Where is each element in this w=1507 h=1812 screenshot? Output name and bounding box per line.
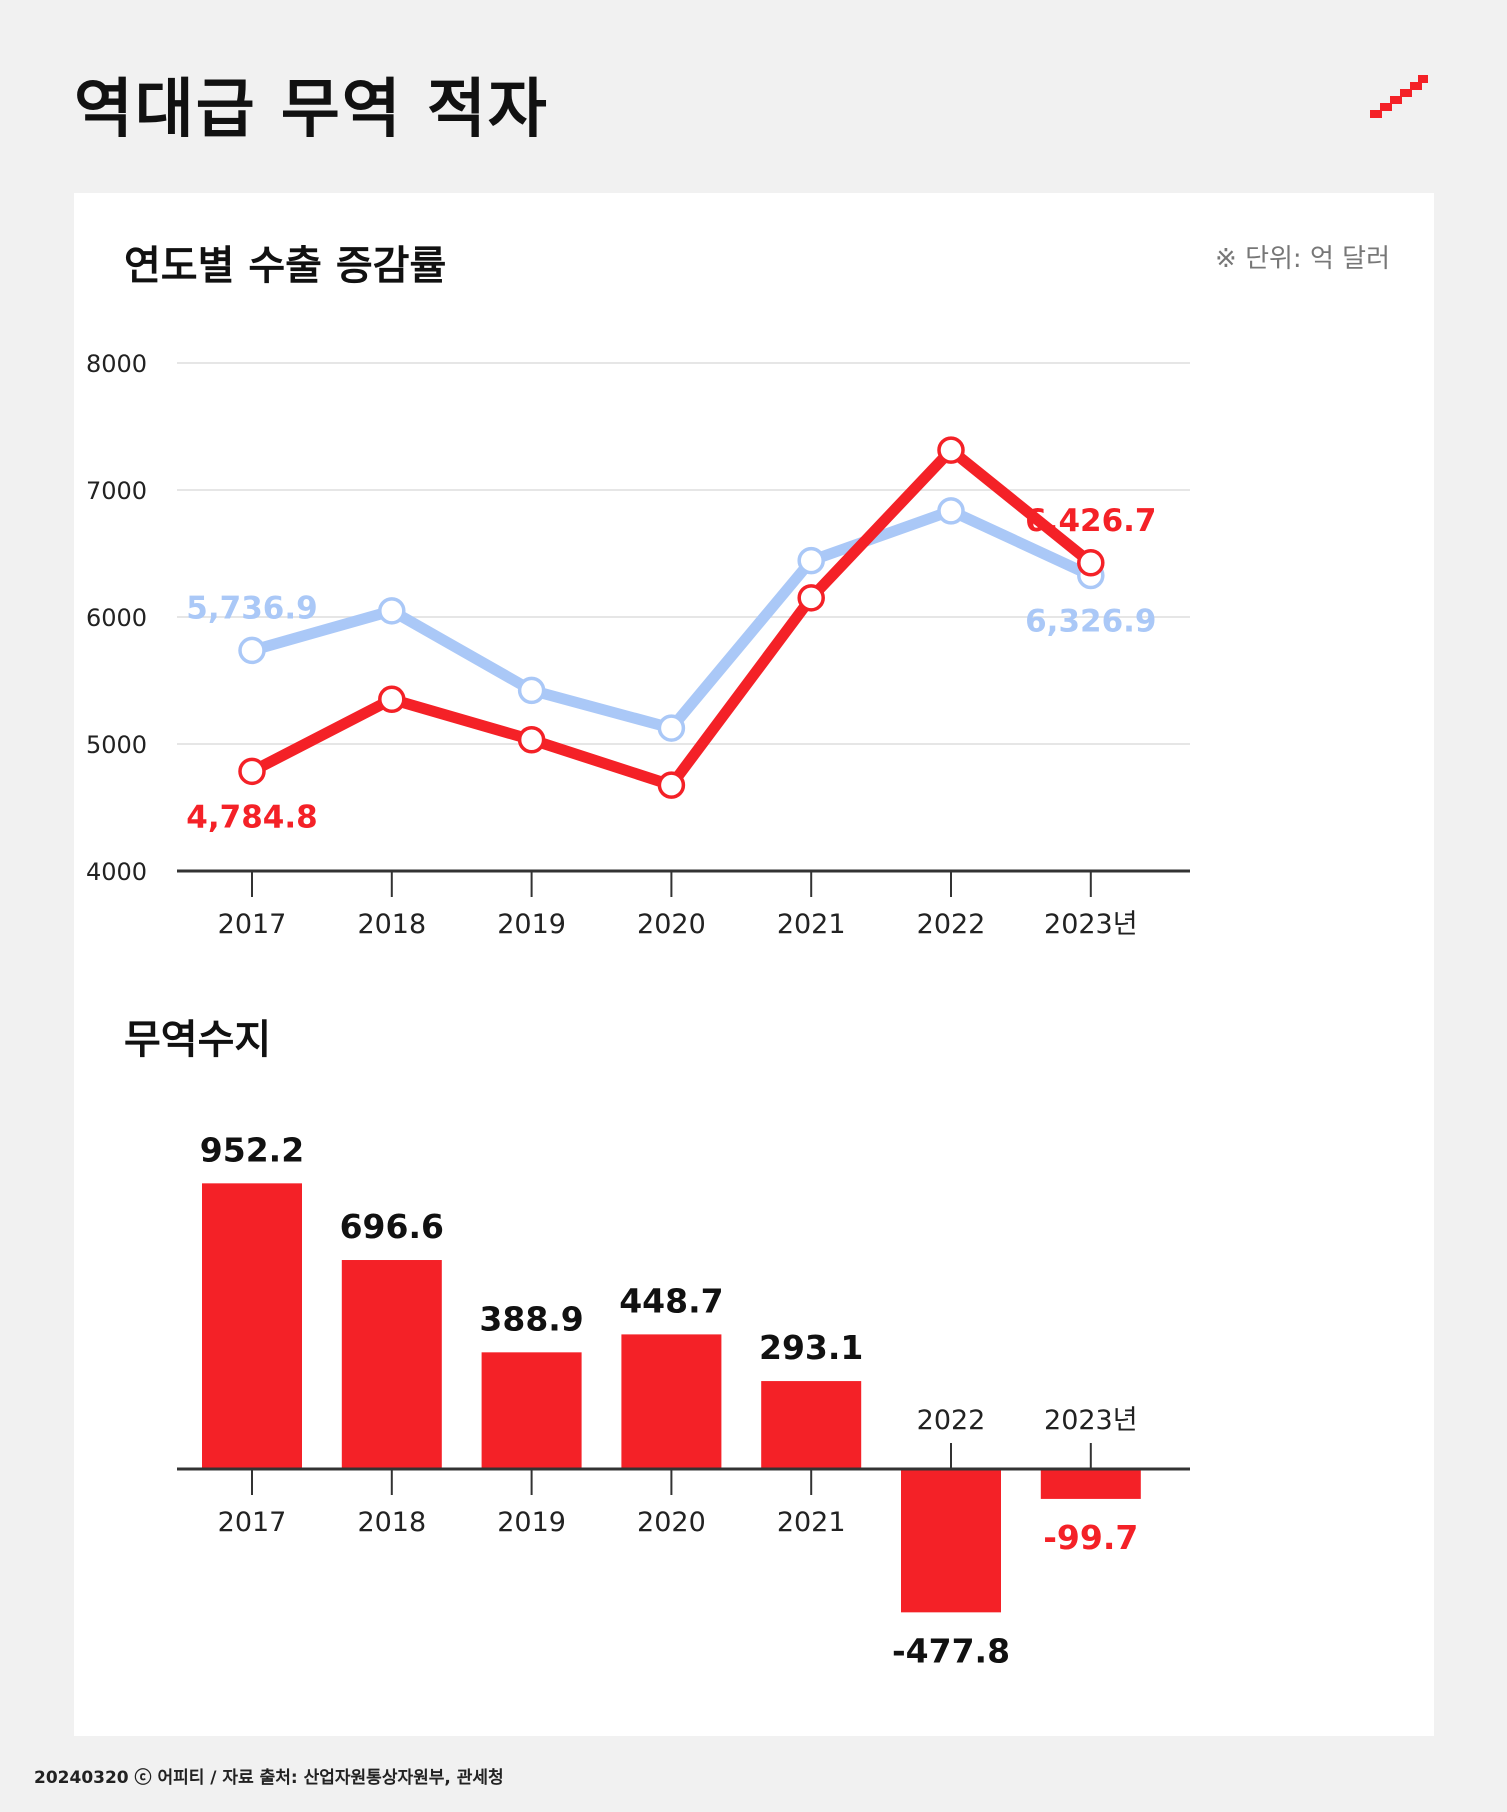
- export-point: [238, 636, 266, 665]
- bar: [341, 1260, 442, 1469]
- y-tick-label: 7000: [86, 477, 147, 505]
- unit-note: ※ 단위: 억 달러: [1215, 244, 1390, 274]
- y-tick-label: 6000: [86, 604, 147, 632]
- x-tick-label: 2017: [218, 909, 287, 940]
- bar-category-label: 2019: [497, 1507, 566, 1538]
- x-tick-label: 2021: [777, 909, 846, 940]
- export-point: [517, 676, 546, 705]
- bar-value-label: -477.8: [892, 1631, 1010, 1670]
- import-point: [937, 436, 965, 464]
- bar-category-label: 2017: [218, 1507, 287, 1538]
- x-tick-label: 2023년: [1044, 909, 1138, 940]
- charts-svg: 연도별 수출 증감률 ※ 단위: 억 달러 4000 5000 6000 7000 80…: [86, 243, 1390, 1670]
- bar-chart: 2017 2018 2019 2020 2021 2022 2023년 952.2 696.6 3…: [177, 1130, 1190, 1670]
- import-point: [238, 757, 266, 786]
- bar: [481, 1352, 582, 1469]
- bar-value-label: 696.6: [340, 1207, 444, 1246]
- x-tick-label: 2022: [917, 909, 986, 940]
- bar-chart-title: 무역수지: [124, 1017, 271, 1063]
- x-tick-label: 2020: [637, 909, 706, 940]
- export-point: [797, 546, 825, 575]
- export-point: [657, 714, 686, 742]
- bar-value-label: 448.7: [619, 1281, 723, 1320]
- export-point: [937, 497, 965, 525]
- import-value-label: 6,426.7: [1025, 503, 1156, 539]
- bar-category-label: 2022: [917, 1405, 986, 1436]
- page-title: 역대급 무역 적자: [74, 73, 549, 147]
- brand-logo-icon: [1370, 75, 1428, 118]
- bar-value-label: 952.2: [200, 1130, 304, 1169]
- import-point: [797, 584, 825, 612]
- bar: [901, 1469, 1001, 1613]
- bar-category-label: 2023년: [1044, 1405, 1138, 1436]
- import-value-label: 4,784.8: [186, 799, 317, 835]
- chart-panel: 연도별 수출 증감률 ※ 단위: 억 달러 4000 5000 6000 7000 80…: [74, 193, 1434, 1736]
- y-tick-label: 8000: [86, 350, 147, 378]
- export-series-line: [246, 505, 1097, 734]
- x-tick-label: 2018: [357, 909, 426, 940]
- bar: [1040, 1469, 1141, 1499]
- bar-category-label: 2021: [777, 1507, 846, 1538]
- import-point: [517, 726, 546, 754]
- bar-category-label: 2018: [357, 1507, 426, 1538]
- bar-category-label: 2020: [637, 1507, 706, 1538]
- bar-value-label: -99.7: [1043, 1518, 1138, 1557]
- footer-source: 20240320 ⓒ 어피티 / 자료 출처: 산업자원통상자원부, 관세청: [34, 1768, 504, 1788]
- y-tick-label: 5000: [86, 731, 147, 759]
- line-chart-title: 연도별 수출 증감률: [124, 243, 446, 289]
- export-value-label: 6,326.9: [1025, 603, 1156, 639]
- bar-value-label: 388.9: [479, 1299, 583, 1338]
- import-point: [378, 685, 406, 714]
- line-chart: 4000 5000 6000 7000 8000 2017 2018 2019 2020 2021…: [86, 350, 1190, 940]
- import-point: [657, 771, 686, 799]
- bar: [202, 1183, 302, 1469]
- import-point: [1077, 549, 1105, 577]
- y-tick-label: 4000: [86, 858, 147, 886]
- bar: [761, 1381, 862, 1469]
- export-point: [378, 597, 406, 625]
- bar: [621, 1334, 722, 1469]
- export-value-label: 5,736.9: [186, 590, 317, 626]
- bar-value-label: 293.1: [759, 1328, 863, 1367]
- x-tick-label: 2019: [497, 909, 566, 940]
